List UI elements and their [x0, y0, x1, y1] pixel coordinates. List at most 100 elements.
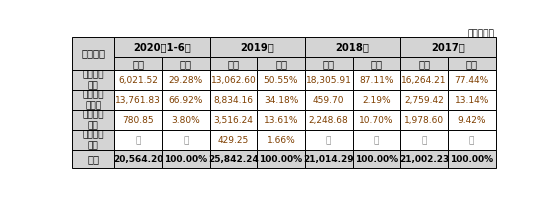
- Text: －: －: [183, 136, 188, 145]
- Bar: [209, 130, 257, 151]
- Text: 18,305.91: 18,305.91: [306, 76, 352, 85]
- Text: 10.70%: 10.70%: [359, 116, 393, 125]
- Bar: [73, 36, 114, 70]
- Bar: [352, 57, 400, 70]
- Bar: [352, 130, 400, 151]
- Text: 100.00%: 100.00%: [355, 155, 398, 164]
- Bar: [162, 90, 209, 110]
- Bar: [257, 57, 305, 70]
- Bar: [352, 151, 400, 168]
- Bar: [305, 130, 352, 151]
- Text: 3.80%: 3.80%: [171, 116, 200, 125]
- Bar: [114, 36, 209, 57]
- Bar: [209, 57, 257, 70]
- Text: 合计: 合计: [88, 154, 99, 164]
- Text: 8,834.16: 8,834.16: [213, 96, 253, 105]
- Text: 2,248.68: 2,248.68: [309, 116, 348, 125]
- Bar: [448, 151, 495, 168]
- Text: 移动营销
服务: 移动营销 服务: [83, 110, 104, 131]
- Bar: [162, 110, 209, 130]
- Bar: [257, 110, 305, 130]
- Bar: [209, 90, 257, 110]
- Bar: [400, 130, 448, 151]
- Text: 2019年: 2019年: [240, 42, 274, 52]
- Text: 100.00%: 100.00%: [259, 155, 302, 164]
- Bar: [162, 70, 209, 90]
- Bar: [209, 70, 257, 90]
- Bar: [400, 57, 448, 70]
- Text: 34.18%: 34.18%: [264, 96, 298, 105]
- Text: 50.55%: 50.55%: [264, 76, 298, 85]
- Bar: [448, 57, 495, 70]
- Bar: [305, 57, 352, 70]
- Text: 100.00%: 100.00%: [450, 155, 493, 164]
- Text: 21,014.29: 21,014.29: [304, 155, 354, 164]
- Text: 6,021.52: 6,021.52: [118, 76, 158, 85]
- Text: 金额: 金额: [322, 59, 335, 69]
- Bar: [257, 90, 305, 110]
- Text: 21,002.23: 21,002.23: [399, 155, 449, 164]
- Bar: [448, 110, 495, 130]
- Bar: [162, 130, 209, 151]
- Text: 技术开发
服务: 技术开发 服务: [83, 130, 104, 151]
- Bar: [400, 70, 448, 90]
- Text: 13,062.60: 13,062.60: [211, 76, 257, 85]
- Text: 2018年: 2018年: [336, 42, 370, 52]
- Text: 1.66%: 1.66%: [266, 136, 295, 145]
- Text: 单位：万元: 单位：万元: [468, 29, 495, 38]
- Text: 459.70: 459.70: [313, 96, 345, 105]
- Text: 2,759.42: 2,759.42: [404, 96, 444, 105]
- Bar: [162, 151, 209, 168]
- Bar: [114, 70, 162, 90]
- Text: 2017年: 2017年: [431, 42, 465, 52]
- Text: 780.85: 780.85: [122, 116, 154, 125]
- Text: 29.28%: 29.28%: [168, 76, 203, 85]
- Text: 9.42%: 9.42%: [458, 116, 486, 125]
- Bar: [73, 151, 114, 168]
- Bar: [257, 151, 305, 168]
- Text: 占比: 占比: [370, 59, 382, 69]
- Bar: [305, 151, 352, 168]
- Bar: [209, 151, 257, 168]
- Bar: [73, 70, 114, 90]
- Text: －: －: [135, 136, 141, 145]
- Text: 100.00%: 100.00%: [164, 155, 207, 164]
- Text: 66.92%: 66.92%: [168, 96, 203, 105]
- Text: 2.19%: 2.19%: [362, 96, 391, 105]
- Text: 移动信息
化服务: 移动信息 化服务: [83, 90, 104, 110]
- Bar: [257, 70, 305, 90]
- Bar: [257, 130, 305, 151]
- Text: 金额: 金额: [132, 59, 144, 69]
- Text: 25,842.24: 25,842.24: [208, 155, 259, 164]
- Text: 13.61%: 13.61%: [264, 116, 298, 125]
- Bar: [448, 130, 495, 151]
- Text: 占比: 占比: [275, 59, 287, 69]
- Bar: [352, 110, 400, 130]
- Bar: [448, 70, 495, 90]
- Bar: [400, 90, 448, 110]
- Bar: [305, 110, 352, 130]
- Bar: [352, 90, 400, 110]
- Text: 占比: 占比: [179, 59, 192, 69]
- Text: －: －: [326, 136, 331, 145]
- Text: 87.11%: 87.11%: [359, 76, 393, 85]
- Bar: [162, 57, 209, 70]
- Text: 3,516.24: 3,516.24: [213, 116, 253, 125]
- Text: －: －: [373, 136, 379, 145]
- Text: 16,264.21: 16,264.21: [401, 76, 447, 85]
- Text: 429.25: 429.25: [218, 136, 249, 145]
- Bar: [209, 110, 257, 130]
- Text: 业务类别: 业务类别: [81, 48, 105, 59]
- Text: 13.14%: 13.14%: [454, 96, 489, 105]
- Text: 1,978.60: 1,978.60: [404, 116, 444, 125]
- Text: 77.44%: 77.44%: [454, 76, 489, 85]
- Bar: [73, 90, 114, 110]
- Text: 20,564.20: 20,564.20: [113, 155, 163, 164]
- Text: 金额: 金额: [227, 59, 239, 69]
- Bar: [114, 90, 162, 110]
- Text: 13,761.83: 13,761.83: [115, 96, 161, 105]
- Text: 金额: 金额: [418, 59, 430, 69]
- Bar: [305, 90, 352, 110]
- Bar: [114, 57, 162, 70]
- Text: －: －: [422, 136, 427, 145]
